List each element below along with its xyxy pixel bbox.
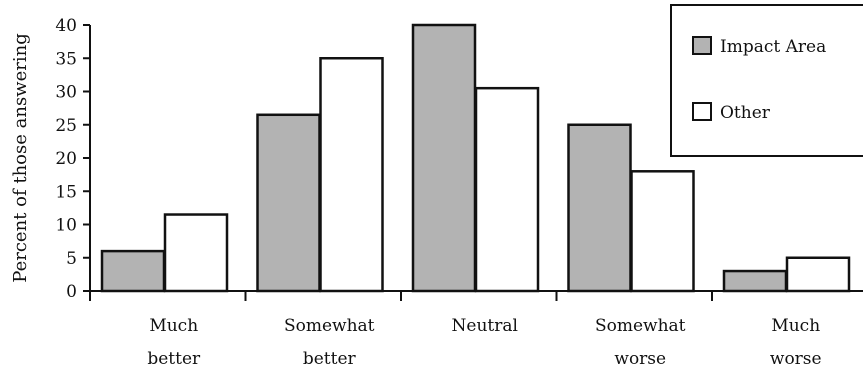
bar-impact-area bbox=[411, 23, 477, 293]
y-tick-label: 20 bbox=[55, 149, 77, 169]
y-tick-label: 25 bbox=[55, 116, 77, 136]
y-axis-label: Percent of those answering bbox=[10, 33, 31, 282]
y-tick-label: 15 bbox=[55, 182, 77, 202]
y-axis: 0 5 10 15 20 25 30 35 40 bbox=[55, 16, 91, 302]
category-label: worse bbox=[770, 349, 822, 369]
category-labels: Much better Somewhat better Neutral Somewhat w… bbox=[147, 316, 821, 369]
y-axis-label-group: Percent of those answering bbox=[10, 33, 31, 282]
category-label: better bbox=[303, 349, 357, 369]
y-tick-label: 0 bbox=[66, 282, 77, 302]
y-tick-label: 10 bbox=[55, 216, 77, 236]
bar-other bbox=[785, 256, 851, 293]
x-axis bbox=[89, 290, 863, 301]
bar-other bbox=[319, 57, 384, 293]
bar-other bbox=[630, 170, 695, 293]
y-tick-label: 40 bbox=[55, 16, 77, 36]
category-label: better bbox=[147, 349, 201, 369]
y-tick-label: 5 bbox=[66, 249, 77, 269]
y-tick-label: 30 bbox=[55, 83, 77, 103]
bars bbox=[100, 23, 851, 293]
legend-swatch bbox=[692, 102, 712, 121]
legend-box bbox=[670, 4, 863, 157]
legend-label: Impact Area bbox=[720, 37, 826, 57]
category-label: Somewhat bbox=[595, 316, 686, 336]
bar-impact-area bbox=[567, 123, 632, 293]
bar-impact-area bbox=[722, 269, 788, 293]
bar-impact-area bbox=[256, 113, 321, 293]
bar-other bbox=[474, 86, 540, 293]
category-label: Much bbox=[149, 316, 198, 336]
legend-label: Other bbox=[720, 103, 771, 123]
category-label: Much bbox=[771, 316, 820, 336]
y-tick-label: 35 bbox=[55, 49, 77, 69]
bar-impact-area bbox=[100, 249, 166, 293]
category-label: worse bbox=[614, 349, 666, 369]
category-label: Neutral bbox=[452, 316, 518, 336]
legend: Impact Area Other bbox=[670, 4, 863, 157]
legend-swatch bbox=[692, 36, 712, 55]
bar-other bbox=[163, 213, 229, 293]
category-label: Somewhat bbox=[284, 316, 375, 336]
